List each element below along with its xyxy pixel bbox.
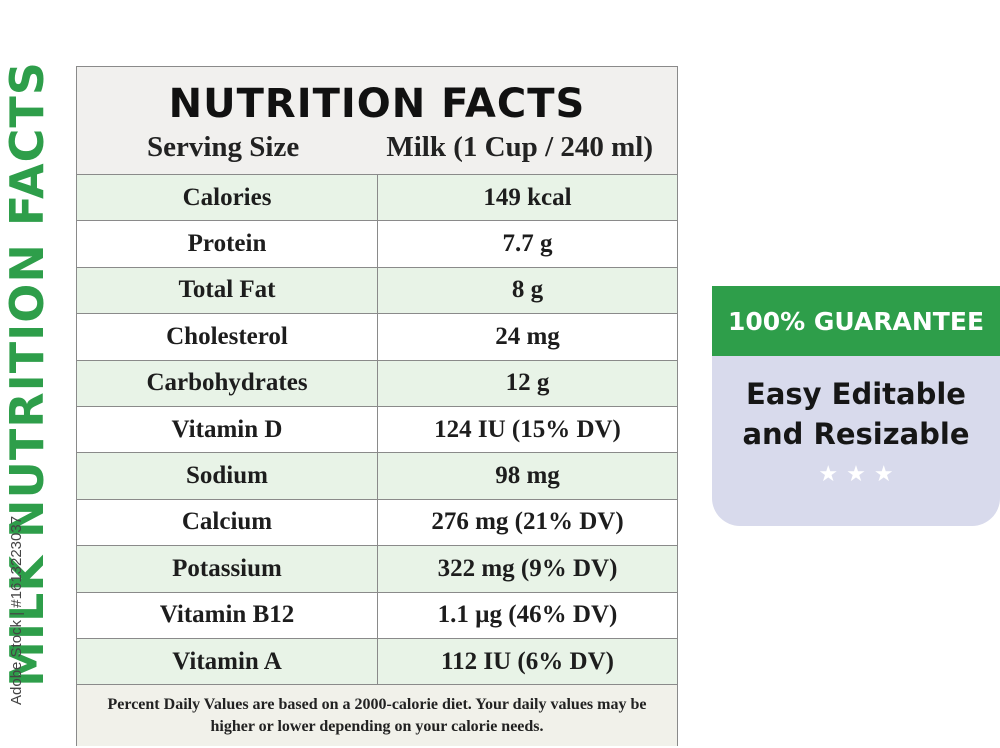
nutrient-name: Total Fat [77, 267, 378, 314]
watermark-id: Adobe Stock | #1613223037 [8, 515, 25, 705]
label-header: NUTRITION FACTS Serving Size Milk (1 Cup… [77, 67, 677, 175]
table-row: Calories 149 kcal [77, 175, 677, 222]
table-row: Total Fat 8 g [77, 267, 677, 315]
guarantee-badge: 100% GUARANTEE Easy Editable and Resizab… [712, 286, 1000, 526]
nutrient-name: Vitamin B12 [77, 592, 378, 638]
nutrition-label: NUTRITION FACTS Serving Size Milk (1 Cup… [76, 66, 678, 747]
nutrient-amount: 7.7 g [502, 230, 553, 258]
nutrient-name: Calories [77, 175, 378, 221]
nutrient-name: Vitamin D [77, 406, 378, 453]
nutrient-amount: 24 mg [495, 322, 560, 350]
nutrient-amount: 8 g [511, 276, 544, 304]
nutrient-amount: 149 kcal [483, 183, 572, 211]
star-rating: ★ ★ ★ [712, 464, 1000, 486]
table-row: Vitamin D 124 IU (15% DV) [77, 406, 677, 454]
nutrient-amount: 98 mg [495, 462, 560, 490]
nutrient-amount: 124 IU (15% DV) [434, 415, 621, 443]
table-row: Calcium 276 mg (21% DV) [77, 499, 677, 547]
table-row: Protein 7.7 g [77, 221, 677, 268]
badge-body: Easy Editable and Resizable ★ ★ ★ [712, 356, 1000, 486]
nutrient-amount: 322 mg (9% DV) [437, 554, 618, 582]
badge-header: 100% GUARANTEE [712, 286, 1000, 356]
serving-label: Serving Size [147, 131, 300, 163]
footnote: Percent Daily Values are based on a 2000… [77, 685, 677, 747]
star-icon: ★ [873, 462, 894, 487]
nutrient-amount: 112 IU (6% DV) [441, 647, 614, 675]
badge-line-1: Easy Editable [746, 377, 966, 411]
label-title: NUTRITION FACTS [168, 81, 586, 127]
table-row: Sodium 98 mg [77, 453, 677, 500]
star-icon: ★ [846, 462, 866, 487]
nutrient-name: Carbohydrates [77, 360, 378, 406]
table-row: Vitamin A 112 IU (6% DV) [77, 638, 677, 686]
nutrient-name: Sodium [77, 453, 378, 499]
nutrient-name: Protein [77, 221, 378, 267]
table-row: Vitamin B12 1.1 µg (46% DV) [77, 592, 677, 639]
table-row: Potassium 322 mg (9% DV) [77, 546, 677, 593]
nutrient-name: Cholesterol [77, 314, 378, 360]
nutrient-amount: 276 mg (21% DV) [431, 508, 624, 536]
nutrient-name: Vitamin A [77, 638, 378, 685]
table-row: Carbohydrates 12 g [77, 360, 677, 407]
table-row: Cholesterol 24 mg [77, 314, 677, 361]
nutrient-amount: 12 g [505, 369, 550, 397]
serving-size: Serving Size Milk (1 Cup / 240 ml) [147, 131, 653, 164]
badge-line-2: and Resizable [742, 417, 970, 451]
serving-value: Milk (1 Cup / 240 ml) [386, 131, 653, 163]
nutrient-name: Potassium [77, 546, 378, 592]
nutrient-amount: 1.1 µg (46% DV) [437, 601, 618, 629]
nutrient-name: Calcium [77, 499, 378, 546]
star-icon: ★ [818, 462, 839, 487]
